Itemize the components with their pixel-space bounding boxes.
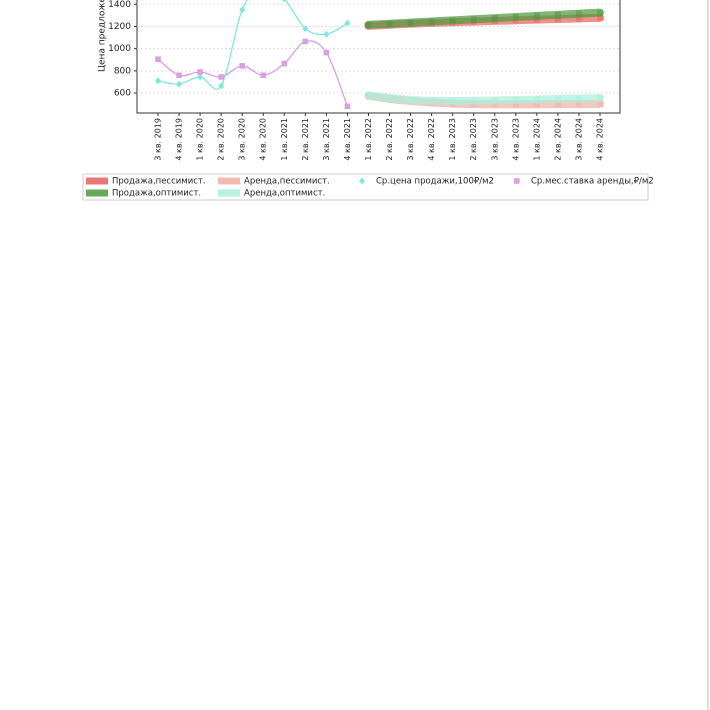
marker [597,100,603,107]
marker [407,96,414,103]
x-tick-label: 4 кв. 2022 [427,118,436,161]
x-tick-label: 2 кв. 2021 [301,118,310,161]
legend-label: Ср.цена продажи,100₽/м2 [376,177,494,187]
legend [82,173,649,201]
x-tick-label: 3 кв. 2020 [238,118,247,161]
x-tick-label: 1 кв. 2020 [196,118,205,161]
marker [554,96,561,103]
marker [302,25,309,33]
marker [239,6,246,14]
marker [533,101,540,108]
marker [449,17,456,24]
marker [218,74,224,80]
marker [491,97,498,104]
x-tick-label: 2 кв. 2024 [553,118,562,161]
x-tick-label: 3 кв. 2019 [154,118,163,161]
marker [260,72,267,79]
marker [597,95,603,102]
marker [323,30,330,38]
x-tick-label: 3 кв. 2022 [406,118,415,161]
marker [575,15,582,22]
y-axis-label: Цена предложения [98,0,108,72]
marker [554,11,561,18]
marker [197,73,204,81]
series-line [157,40,349,107]
marker [323,49,330,56]
marker [575,10,582,17]
marker [344,19,351,27]
marker [597,9,603,16]
x-tick-label: 1 кв. 2022 [364,118,373,161]
legend-label: Аренда,пессимист. [244,177,330,187]
marker [386,95,393,102]
marker [239,63,245,69]
marker [407,19,414,26]
marker [428,18,435,25]
marker [197,69,203,75]
marker [449,98,456,105]
x-tick-label: 1 кв. 2023 [448,118,457,161]
marker [470,16,477,23]
y-tick-label: 800 [114,66,131,76]
series-line [157,0,349,90]
x-tick-label: 4 кв. 2024 [596,118,605,161]
legend-marker [359,177,365,185]
marker [218,82,225,90]
marker [176,72,182,79]
y-tick-label: 600 [114,89,131,99]
x-tick-label: 4 кв. 2023 [511,118,520,161]
marker [470,97,477,104]
marker [512,14,519,21]
x-tick-label: 2 кв. 2023 [469,118,478,161]
x-tick-label: 3 кв. 2024 [574,118,583,161]
marker [491,15,498,22]
marker [575,95,582,102]
legend-label: Продажа,оптимист. [112,189,201,199]
x-tick-label: 2 кв. 2020 [217,118,226,161]
y-tick-label: 1400 [108,0,131,10]
x-tick-label: 4 кв. 2021 [343,118,352,161]
marker [554,16,561,23]
marker [155,77,161,85]
x-tick-label: 1 кв. 2024 [532,118,541,161]
x-tick-label: 2 кв. 2022 [385,118,394,161]
legend-patch [86,189,108,197]
marker [155,56,161,62]
marker [386,20,393,27]
y-tick-label: 1200 [108,22,131,32]
x-tick-label: 3 кв. 2021 [322,118,331,161]
marker [344,103,351,110]
marker [365,21,372,28]
legend-patch [218,177,240,185]
x-tick-label: 1 кв. 2021 [280,118,289,161]
marker [428,97,435,104]
forecast-band [364,91,604,106]
marker [176,80,183,88]
marker [533,12,540,19]
legend-label: Ср.мес.ставка аренды,₽/м2 [531,177,654,187]
legend-label: Аренда,оптимист. [244,189,325,199]
marker [365,92,372,99]
x-tick-label: 4 кв. 2020 [259,118,268,161]
legend-label: Продажа,пессимист. [112,177,206,187]
marker [302,38,309,45]
legend-marker [514,178,520,184]
x-tick-label: 4 кв. 2019 [175,118,184,161]
plot-frame [136,0,621,114]
marker [512,101,519,108]
legend-patch [218,189,240,197]
legend-patch [86,177,108,185]
marker [554,101,561,108]
marker [281,60,288,67]
marker [282,0,287,3]
marker [512,97,519,104]
marker [575,101,582,108]
marker [533,96,540,103]
marker [597,14,603,21]
y-tick-label: 1000 [108,44,131,54]
x-tick-label: 3 кв. 2023 [490,118,499,161]
